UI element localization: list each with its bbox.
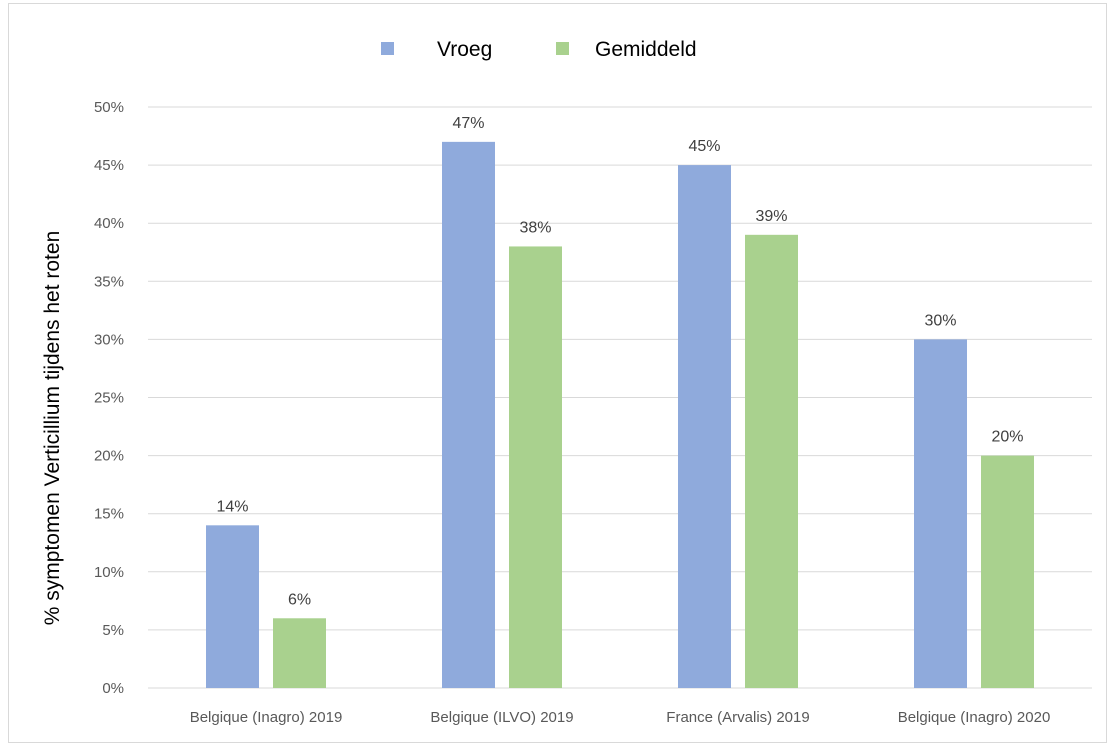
- y-tick-label: 35%: [94, 273, 124, 290]
- y-tick-label: 5%: [102, 622, 124, 639]
- x-tick-label: Belgique (Inagro) 2019: [190, 709, 343, 726]
- data-label: 30%: [924, 312, 956, 329]
- bar-gemiddeld: [509, 246, 562, 688]
- bar-vroeg: [442, 141, 495, 689]
- y-axis-ticks: 0% 5% 10% 15% 20% 25% 30% 35% 40% 45% 50%: [94, 99, 124, 697]
- bar-vroeg: [678, 165, 731, 689]
- x-tick-label: France (Arvalis) 2019: [666, 709, 809, 726]
- data-label: 47%: [452, 115, 484, 132]
- y-tick-label: 30%: [94, 331, 124, 348]
- bars: [206, 141, 1034, 689]
- data-label: 45%: [688, 138, 720, 155]
- y-tick-label: 0%: [102, 680, 124, 697]
- y-tick-label: 15%: [94, 506, 124, 523]
- y-tick-label: 40%: [94, 215, 124, 232]
- data-labels: 14% 6% 47% 38% 45% 39% 30% 20%: [216, 115, 1023, 608]
- data-label: 39%: [755, 208, 787, 225]
- legend-label-vroeg: Vroeg: [437, 38, 492, 61]
- y-tick-label: 20%: [94, 448, 124, 465]
- bar-gemiddeld: [981, 455, 1034, 688]
- bar-gemiddeld: [745, 234, 798, 688]
- data-label: 6%: [288, 591, 311, 608]
- x-tick-label: Belgique (Inagro) 2020: [898, 709, 1051, 726]
- legend-label-gemiddeld: Gemiddeld: [595, 38, 697, 61]
- data-label: 38%: [519, 219, 551, 236]
- y-tick-label: 50%: [94, 99, 124, 116]
- legend-swatch-vroeg: [381, 42, 394, 55]
- x-axis-ticks: Belgique (Inagro) 2019 Belgique (ILVO) 20…: [190, 709, 1051, 726]
- data-label: 20%: [991, 429, 1023, 446]
- data-label: 14%: [216, 498, 248, 515]
- legend: Vroeg Gemiddeld: [381, 38, 697, 61]
- bar-vroeg: [206, 525, 259, 688]
- x-tick-label: Belgique (ILVO) 2019: [430, 709, 573, 726]
- legend-swatch-gemiddeld: [556, 42, 569, 55]
- bar-gemiddeld: [273, 618, 326, 688]
- y-tick-label: 45%: [94, 157, 124, 174]
- y-axis-label: % symptomen Verticillium tijdens het rot…: [41, 231, 64, 626]
- bar-vroeg: [914, 339, 967, 688]
- y-tick-label: 10%: [94, 564, 124, 581]
- y-tick-label: 25%: [94, 390, 124, 407]
